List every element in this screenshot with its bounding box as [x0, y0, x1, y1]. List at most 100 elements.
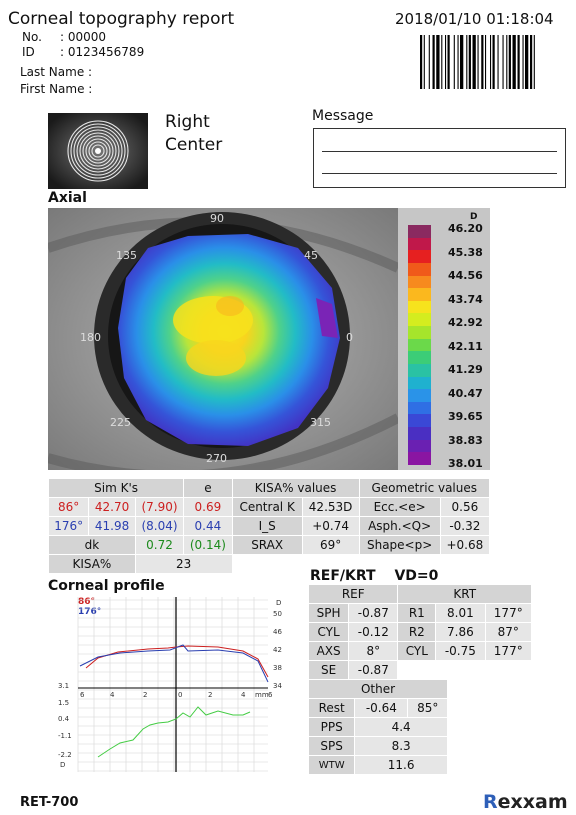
scale-swatch: [408, 363, 431, 378]
r1-value: 8.01: [435, 603, 486, 623]
barcode: [420, 35, 535, 89]
r2-label: R2: [397, 622, 437, 642]
eye-side: Right: [165, 112, 210, 132]
central-k-value: 42.53D: [301, 497, 360, 517]
scale-swatch: [408, 225, 431, 239]
patient-no-value: : 00000: [60, 30, 107, 44]
axial-title: Axial: [48, 190, 87, 206]
simk-r2-e: 0.44: [183, 516, 233, 536]
patient-id-row: ID: 0123456789: [22, 45, 144, 60]
scale-swatch: [408, 313, 431, 327]
axial-angle-label: 180: [80, 331, 101, 344]
scale-swatch: [408, 237, 431, 251]
dk-mm: (0.14): [183, 535, 233, 555]
axial-angle-label: 0: [346, 331, 353, 344]
ref-header: REF: [307, 584, 399, 604]
scale-value: 44.56: [448, 269, 483, 282]
simk-r2-diopter: 41.98: [88, 516, 136, 536]
rest-label: Rest: [307, 698, 356, 718]
scale-value: 40.47: [448, 386, 483, 400]
simk-r1-axis: 86°: [47, 497, 90, 517]
is-value: +0.74: [301, 516, 360, 536]
wtw-value: 11.6: [354, 755, 448, 775]
axial-angle-label: 225: [110, 416, 131, 429]
central-k-label: Central K: [231, 497, 303, 517]
scale-swatch: [408, 401, 431, 415]
sph-value: -0.87: [348, 603, 399, 623]
rest-value: -0.64: [354, 698, 409, 718]
other-header: Other: [308, 679, 448, 699]
profile-x-tick: 0: [178, 691, 182, 699]
shape-label: Shape<p>: [358, 535, 441, 555]
simk-r1-e: 0.69: [183, 497, 233, 517]
profile-x-tick: 4: [110, 691, 115, 699]
scale-value: 38.01: [448, 457, 483, 470]
axial-angle-label: 270: [206, 452, 227, 465]
legend-176: 176°: [78, 607, 102, 617]
scale-swatch: [408, 262, 431, 277]
se-label: SE: [307, 660, 350, 680]
scale-value: 42.92: [448, 316, 483, 329]
other-table: Other Rest -0.64 85° PPS 4.4 SPS 8.3 WTW…: [307, 679, 448, 775]
ecc-value: 0.56: [439, 497, 491, 517]
profile-x-tick: 6: [268, 691, 273, 699]
device-model: RET-700: [20, 795, 79, 810]
scale-value: 42.11: [448, 339, 483, 353]
profile-legend: 86° 176°: [78, 597, 101, 617]
scale-value: 39.65: [448, 410, 483, 423]
message-line: [322, 151, 557, 152]
kisa-header: KISA% values: [231, 478, 360, 498]
kisa-label: KISA%: [48, 554, 136, 574]
r2-value: 7.86: [435, 622, 486, 642]
brand-logo-r: R: [483, 791, 498, 813]
eye-position: Center: [165, 135, 223, 155]
first-name-label: First Name :: [20, 82, 93, 96]
scale-value: 45.38: [448, 245, 483, 259]
dk-label: dk: [48, 535, 136, 555]
simk-r1-diopter: 42.70: [88, 497, 136, 517]
scale-swatch: [408, 439, 431, 453]
kcyl-value: -0.75: [435, 641, 486, 661]
axial-angle-label: 135: [116, 249, 137, 262]
brand-logo-text: exxam: [497, 791, 568, 813]
scale-swatch: [408, 351, 431, 365]
ecc-label: Ecc.<e>: [358, 497, 441, 517]
scale-swatch: [408, 389, 431, 403]
refkrt-title: REF/KRT VD=0: [310, 568, 438, 584]
sps-value: 8.3: [354, 736, 448, 756]
simk-table: Sim K's e KISA% values Geometric values …: [47, 478, 491, 574]
profile-left-tick: 0.4: [58, 715, 70, 723]
scale-value: 41.29: [448, 363, 483, 376]
color-scale-panel: D 46.20 45.38 44.56 43.74 42.92 42.11 41.29 40.…: [398, 208, 490, 470]
cyl-value: -0.12: [348, 622, 399, 642]
last-name-label: Last Name :: [20, 65, 93, 79]
se-value: -0.87: [348, 660, 399, 680]
patient-no-row: No.: 00000: [22, 30, 106, 45]
scale-swatch: [408, 338, 431, 352]
profile-right-tick: 50: [273, 610, 282, 618]
vd-label: VD=0: [394, 568, 439, 584]
profile-right-tick: 46: [273, 628, 282, 636]
patient-id-value: : 0123456789: [60, 45, 145, 59]
corneal-profile-chart: D 50 46 42 38 34 6 4 2 0 2 4 mm 6 3.1 1.…: [58, 597, 282, 772]
shape-value: +0.68: [439, 535, 491, 555]
pps-label: PPS: [307, 717, 356, 737]
profile-right-tick: 38: [273, 664, 282, 672]
e-header: e: [183, 478, 233, 498]
axial-angle-label: 315: [310, 416, 331, 429]
axs-value: 8°: [348, 641, 399, 661]
scale-swatch: [408, 275, 431, 289]
axial-angle-label: 90: [210, 212, 224, 225]
legend-86: 86°: [78, 597, 96, 607]
r1-label: R1: [397, 603, 437, 623]
message-line: [322, 173, 557, 174]
profile-right-unit: D: [276, 599, 281, 607]
cyl-label: CYL: [307, 622, 350, 642]
scale-value: 38.83: [448, 433, 483, 447]
refkrt-table: REF KRT SPH -0.87 R1 8.01 177° CYL -0.12…: [307, 584, 532, 680]
profile-right-tick: 34: [273, 682, 282, 690]
eye-thumbnail: [48, 113, 148, 189]
dk-diopter: 0.72: [134, 535, 185, 555]
kisa-value: 23: [134, 554, 233, 574]
profile-x-tick: 4: [241, 691, 246, 699]
